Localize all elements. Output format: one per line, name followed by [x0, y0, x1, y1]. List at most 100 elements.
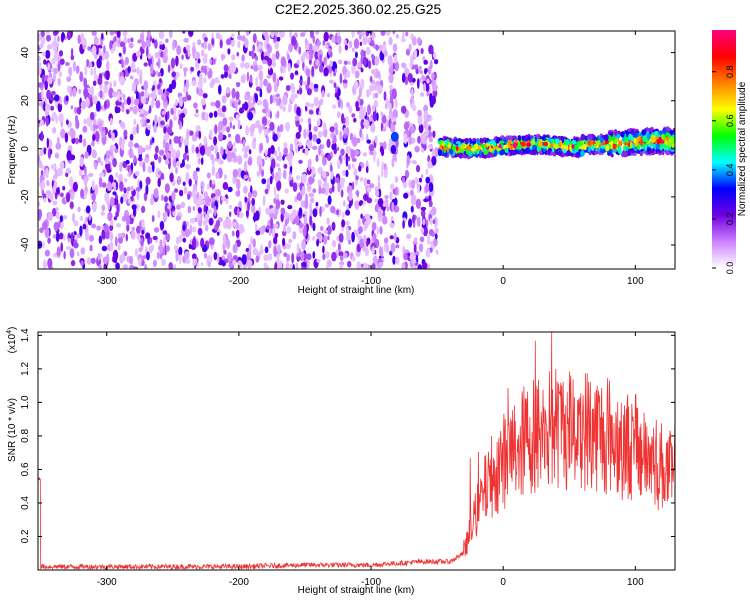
spectrogram-cell: [228, 263, 233, 268]
spectrogram-cell: [223, 220, 228, 229]
spectrogram-cell: [72, 181, 78, 192]
spectrogram-cell: [647, 133, 651, 141]
spectrogram-cell: [383, 167, 388, 179]
spectrogram-cell: [231, 87, 236, 99]
spectrogram-cell: [316, 138, 321, 145]
spectrogram-cell: [236, 207, 240, 218]
spectrogram-cell: [279, 103, 283, 110]
spectrogram-cell: [288, 43, 293, 53]
spectrogram-cell: [252, 190, 258, 198]
spectrogram-cell: [422, 261, 428, 269]
spectrogram-cell: [73, 242, 79, 249]
spectrogram-cell: [576, 151, 579, 158]
spectrogram-cell: [338, 251, 344, 257]
spectrogram-cell: [38, 208, 42, 220]
spectrogram-cell: [264, 104, 269, 113]
spectrogram-cell: [227, 140, 232, 149]
spectrogram-cell: [285, 121, 290, 131]
spectrogram-cell: [243, 174, 249, 179]
spectrogram-cell: [131, 81, 137, 93]
spectrogram-cell: [82, 138, 87, 148]
spectrogram-cell: [195, 146, 199, 154]
spectrogram-cell: [256, 170, 260, 177]
spectrogram-cell: [100, 40, 103, 46]
spectrogram-cell: [70, 191, 75, 201]
spectrogram-cell: [228, 73, 232, 80]
spectrogram-cell: [363, 193, 369, 201]
spectrogram-cell: [433, 80, 437, 85]
spectrogram-cell: [455, 141, 461, 145]
spectrogram-cell: [403, 192, 409, 199]
snr-multiplier: (x104): [6, 327, 18, 354]
spectrogram-cell: [90, 85, 94, 97]
spectrogram-cell: [372, 92, 376, 100]
spectrogram-cell: [165, 159, 170, 165]
colorbar-gradient: [712, 30, 736, 268]
spectrogram-cell: [343, 156, 347, 161]
spectrogram-cell: [227, 251, 233, 262]
spectrogram-cell: [276, 155, 279, 161]
spectrogram-cell: [423, 106, 427, 112]
spectrogram-cell: [275, 97, 279, 107]
spectrogram-cell: [170, 57, 176, 69]
spectrogram-cell: [320, 187, 326, 194]
spectrogram-cell: [205, 195, 211, 206]
spectrogram-cell: [491, 153, 494, 158]
spectrogram-cell: [53, 72, 56, 83]
spectrogram-cell: [293, 32, 298, 38]
spectrogram-cell: [356, 189, 359, 198]
spectrogram-cell: [410, 125, 415, 134]
spectrogram-cell: [432, 130, 436, 138]
spectrogram-cell: [229, 121, 233, 129]
spectrogram-cell: [360, 118, 365, 130]
spectrogram-y-axis: -40 -20 0 20 40: [20, 47, 675, 252]
spectrogram-cell: [191, 45, 196, 55]
spectrogram-cell: [137, 145, 143, 155]
spectrogram-cell: [148, 105, 152, 114]
spectrogram-cell: [259, 88, 263, 98]
spectrogram-cell: [388, 73, 394, 84]
spectrogram-cell: [171, 79, 177, 90]
spectrogram-cell: [109, 117, 113, 126]
spectrogram-cell: [84, 190, 87, 199]
spectrogram-cell: [286, 155, 289, 160]
spectrogram-cell: [139, 180, 143, 190]
spectrogram-cell: [178, 254, 182, 265]
spectrogram-cell: [75, 65, 80, 74]
spectrogram-cell: [207, 43, 212, 51]
spectrogram-cell: [247, 201, 250, 212]
spectrogram-cell: [494, 149, 498, 157]
spectrogram-cell: [41, 51, 46, 57]
spectrogram-cell: [150, 161, 155, 166]
spectrogram-cell: [185, 44, 191, 51]
spectrogram-cell: [645, 146, 651, 151]
spectrogram-cell: [358, 200, 363, 207]
x-tick-label: -300: [97, 577, 117, 588]
spectrogram-cell: [340, 99, 344, 110]
spectrogram-cell: [96, 58, 102, 69]
spectrogram-cell: [222, 182, 229, 190]
spectrogram-cell: [178, 96, 184, 107]
spectrogram-cell: [103, 100, 108, 110]
spectrogram-cell: [603, 134, 609, 141]
spectrogram-cell: [127, 198, 132, 204]
spectrogram-cell: [394, 155, 397, 163]
spectrogram-cell: [341, 113, 345, 124]
spectrogram-cell: [145, 39, 151, 48]
spectrogram-cell: [164, 46, 168, 57]
spectrogram-cell: [56, 136, 60, 146]
spectrogram-cell: [119, 181, 124, 192]
spectrogram-cell: [198, 78, 203, 89]
spectrogram-cell: [48, 211, 53, 222]
spectrogram-cell: [330, 205, 336, 214]
spectrogram-cell: [166, 126, 173, 135]
spectrogram-cell: [110, 219, 114, 226]
spectrogram-cell: [175, 55, 179, 67]
spectrogram-cell: [283, 142, 288, 148]
spectrogram-cell: [171, 148, 177, 160]
spectrogram-cell: [141, 219, 145, 228]
spectrogram-cell: [345, 153, 349, 160]
spectrogram-cell: [101, 204, 106, 212]
spectrogram-cell: [40, 131, 44, 142]
